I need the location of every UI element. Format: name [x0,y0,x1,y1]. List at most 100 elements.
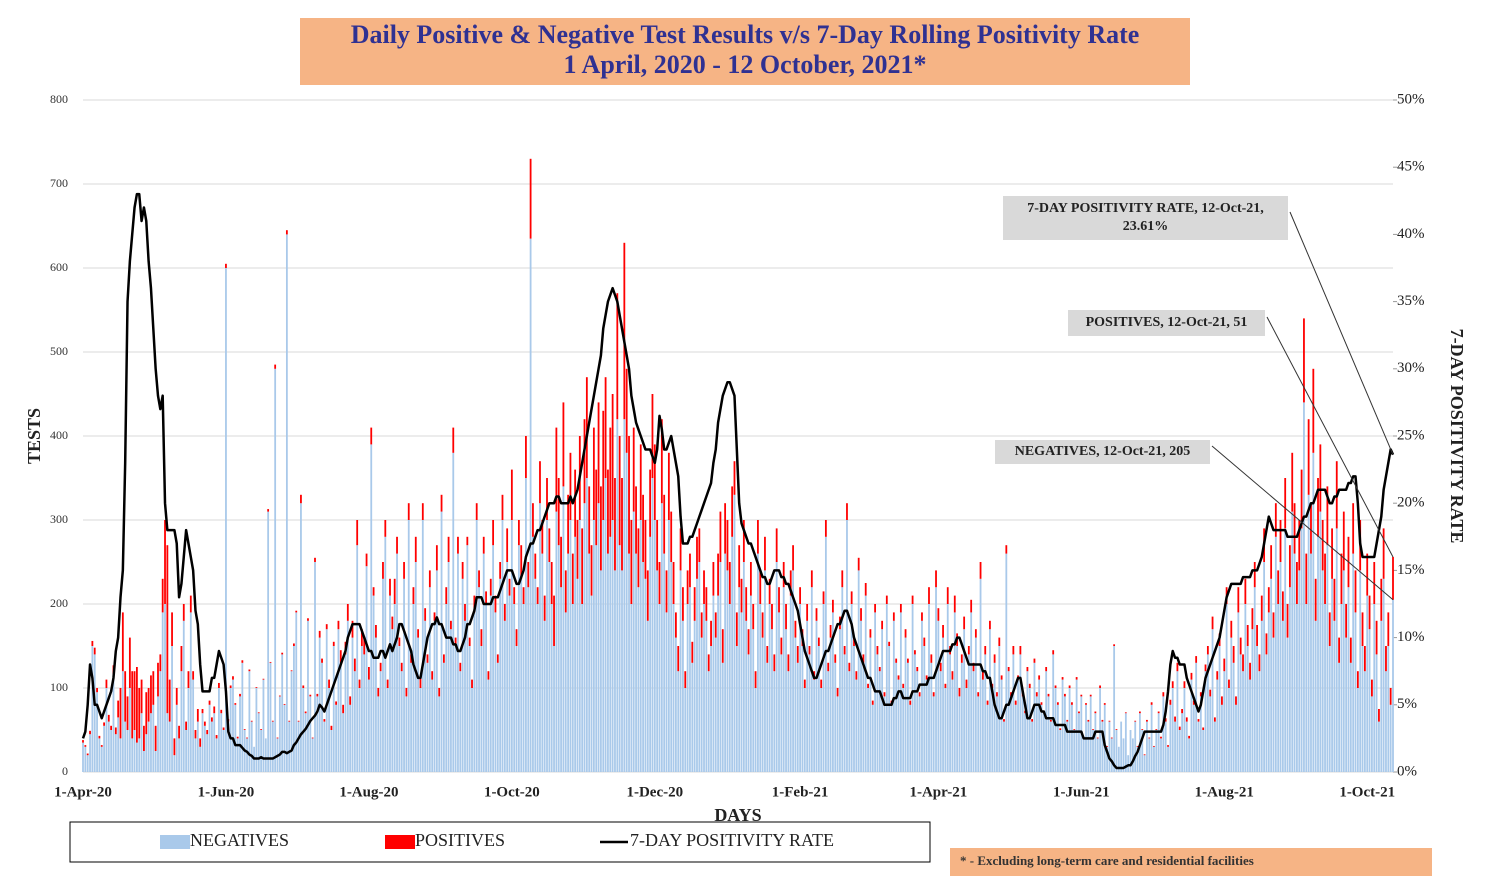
bar-segment [1277,604,1280,772]
bar-segment [1291,511,1294,772]
bar-segment [1239,654,1242,772]
bar-segment [1352,503,1355,554]
bar-segment [930,662,933,772]
bar-segment [1064,696,1066,772]
bar-segment [937,608,940,621]
bar-segment [553,646,555,772]
bar-segment [951,679,954,772]
bar-segment [1003,721,1005,772]
title-box [300,18,1190,85]
bar-segment [1035,692,1038,697]
bar-segment [403,578,405,772]
bar-segment [112,675,115,772]
bar-segment [246,737,248,739]
bar-segment [419,688,422,772]
bar-segment [513,587,516,604]
bar-segment [1375,654,1378,772]
bar-segment [220,709,223,714]
bar-segment [196,721,199,772]
bar-segment [1019,654,1022,772]
bar-segment [1146,721,1148,772]
bar-segment [1054,685,1057,688]
bar-segment [1209,689,1212,697]
bar-segment [288,721,291,772]
bar-segment [557,478,560,546]
bar-segment [918,696,921,772]
bar-segment [372,595,375,772]
bar-segment [133,730,136,772]
bar-segment [899,604,902,613]
bar-segment [332,641,335,646]
bar-segment [196,709,199,722]
bar-segment [1314,620,1317,772]
bar-segment [342,704,345,714]
bar-segment [998,637,1001,646]
bar-segment [689,587,691,772]
bar-segment [1347,587,1350,772]
bar-segment [682,587,684,621]
bar-segment [670,562,673,772]
annotation-box [1003,196,1288,240]
bar-segment [782,587,785,772]
bar-segment [932,696,935,772]
bar-segment [475,503,478,520]
bar-segment [876,646,879,655]
bar-segment [958,696,961,772]
bar-segment [375,625,377,638]
bar-segment [1228,688,1230,772]
bar-segment [206,734,209,772]
bar-segment [778,612,780,772]
bar-segment [747,629,750,655]
bar-segment [1199,696,1202,772]
bar-segment [1286,637,1289,772]
bar-segment [576,520,579,579]
bar-segment [234,704,237,772]
bar-segment [979,562,982,579]
bar-segment [1141,730,1144,772]
bar-segment [1380,578,1383,621]
bar-segment [817,637,820,646]
bar-segment [918,692,921,697]
bar-segment [375,637,377,772]
bar-segment [904,637,907,772]
bar-segment [1035,696,1038,772]
bar-segment [1068,688,1071,772]
bar-segment [1213,717,1216,722]
bar-segment [974,629,977,638]
y2-tick-label: 35% [1397,293,1425,309]
bar-segment [1307,419,1310,495]
legend-box [69,821,931,863]
bar-segment [693,587,696,621]
bar-segment [1026,671,1029,772]
bar-segment [541,553,544,772]
bar-segment [1136,746,1139,772]
bar-segment [323,719,326,722]
y-axis-label: TESTS [24,408,44,464]
bar-segment [346,604,349,621]
bar-segment [135,667,138,743]
bar-segment [1263,562,1266,772]
bar-segment [780,637,783,655]
bar-segment [98,738,101,772]
bar-segment [1270,578,1273,772]
bar-segment [1389,704,1392,772]
bar-segment [398,646,401,772]
bar-segment [1110,737,1113,739]
bar-segment [239,693,241,697]
bar-segment [180,646,183,672]
bar-segment [178,738,180,772]
rate-line [81,192,1395,770]
y2-tick-label: 10% [1397,629,1425,645]
bar-segment [1064,693,1066,697]
bar-segment [820,679,823,688]
bar-segment [925,675,928,680]
bar-segment [550,562,553,604]
bar-segment [588,486,591,554]
bar-segment [663,494,666,554]
bar-segment [719,562,722,772]
bar-segment [414,536,417,562]
bar-segment [635,486,637,554]
bar-segment [749,562,752,596]
bar-segment [96,688,98,693]
bar-segment [747,654,750,772]
